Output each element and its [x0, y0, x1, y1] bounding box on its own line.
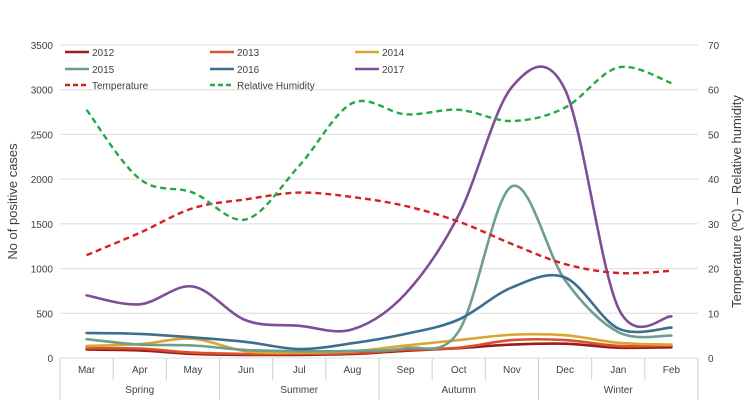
series-line-2017 — [85, 65, 673, 333]
x-tick-label: Oct — [451, 365, 467, 376]
y-left-tick-label: 2500 — [31, 130, 54, 141]
y-left-tick-label: 1500 — [31, 220, 54, 231]
y-right-tick-label: 30 — [708, 220, 720, 231]
series-line-2014 — [85, 332, 673, 355]
y-axis-right-title: Temperature (ºC) – Relative humidity — [729, 95, 744, 308]
series-line-temperature — [86, 191, 672, 275]
x-tick-label: Sep — [397, 365, 415, 376]
series-line-2013 — [85, 337, 673, 356]
y-left-tick-label: 0 — [47, 354, 53, 365]
season-label: Summer — [280, 385, 318, 396]
x-tick-label: Dec — [556, 365, 574, 376]
y-right-tick-label: 40 — [708, 175, 720, 186]
legend-label: 2012 — [92, 48, 115, 59]
legend-label: Relative Humidity — [237, 81, 315, 92]
x-tick-label: Jun — [238, 365, 254, 376]
legend-label: 2017 — [382, 65, 405, 76]
legend-label: 2014 — [382, 48, 405, 59]
y-right-tick-label: 60 — [708, 86, 720, 97]
y-left-tick-label: 3000 — [31, 86, 54, 97]
y-left-tick-label: 3500 — [31, 41, 54, 52]
x-tick-label: Feb — [663, 365, 681, 376]
y-left-tick-label: 1000 — [31, 265, 54, 276]
x-tick-label: May — [183, 365, 202, 376]
season-label: Spring — [125, 385, 154, 396]
series-layer — [85, 65, 673, 357]
y-right-tick-label: 70 — [708, 41, 720, 52]
series-line-relative-humidity — [85, 65, 672, 222]
y-axis-left-title: No of positive cases — [5, 143, 20, 260]
x-tick-label: Aug — [344, 365, 362, 376]
series-line-2016 — [85, 273, 673, 351]
axes-layer: 0 500 1000 1500 2000 2500 3000 3500 0 10 20 30 40 50 6… — [5, 41, 744, 400]
season-label: Autumn — [442, 385, 476, 396]
y-left-tick-label: 500 — [36, 309, 53, 320]
y-right-tick-label: 10 — [708, 309, 720, 320]
legend-label: 2016 — [237, 65, 260, 76]
y-right-tick-label: 0 — [708, 354, 714, 365]
legend-label: 2015 — [92, 65, 115, 76]
legend: 2012 2013 2014 2015 2016 2017 Temperature Relat… — [65, 48, 405, 92]
legend-label: Temperature — [92, 81, 149, 92]
y-right-tick-label: 50 — [708, 130, 720, 141]
x-tick-label: Mar — [78, 365, 96, 376]
series-line-2015 — [85, 184, 673, 353]
x-tick-label: Apr — [132, 365, 148, 376]
x-tick-label: Jul — [293, 365, 306, 376]
season-label: Winter — [604, 385, 634, 396]
x-tick-label: Nov — [503, 365, 521, 376]
y-left-tick-label: 2000 — [31, 175, 54, 186]
x-tick-label: Jan — [610, 365, 626, 376]
y-right-tick-label: 20 — [708, 265, 720, 276]
legend-label: 2013 — [237, 48, 260, 59]
